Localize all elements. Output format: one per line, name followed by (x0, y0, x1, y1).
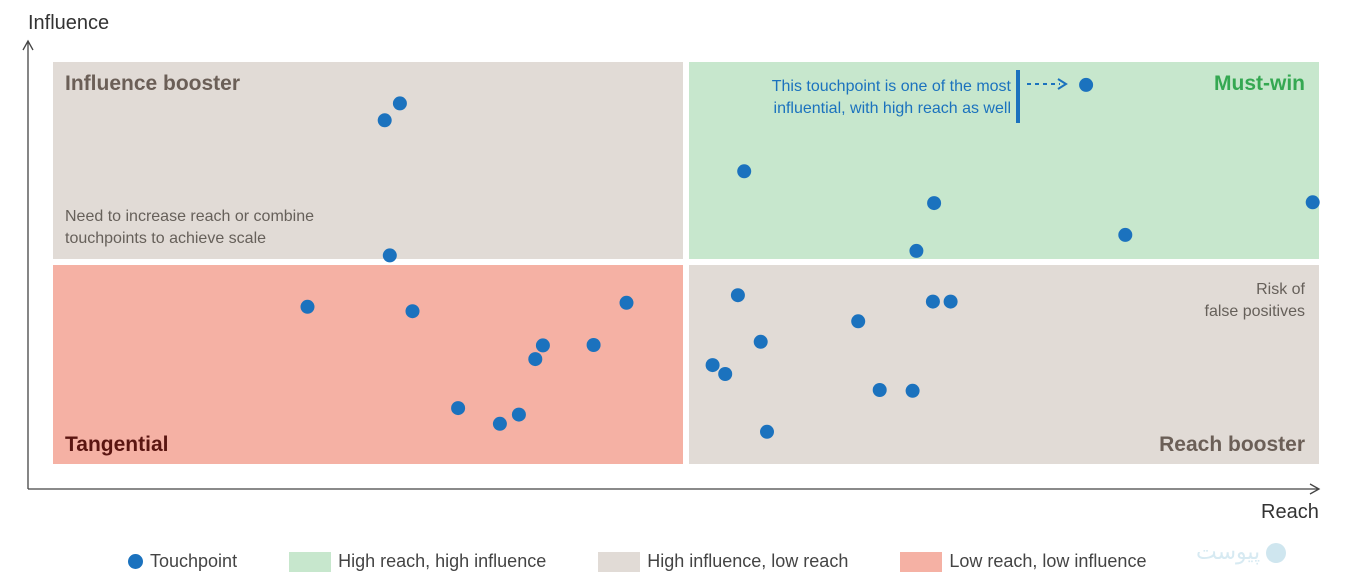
touchpoint-dot (753, 334, 768, 349)
touchpoint-dot (300, 299, 315, 314)
touchpoint-dot (1305, 195, 1320, 210)
x-axis-title: Reach (1261, 501, 1319, 523)
touchpoint-dot (586, 338, 601, 352)
quadrant-note-line: Risk of (1256, 281, 1305, 298)
touchpoint-dot (377, 113, 392, 128)
quadrant-title-must-win: Must-win (1214, 72, 1305, 95)
legend-item: Touchpoint (128, 551, 237, 572)
annotation-arrowhead-icon (1057, 78, 1068, 90)
touchpoint-dot (872, 383, 887, 397)
touchpoint-dot (718, 367, 733, 381)
touchpoint-dot (1079, 77, 1094, 92)
legend-label: High reach, high influence (338, 551, 547, 571)
quadrant-note-line: false positives (1205, 303, 1306, 320)
points (300, 77, 1320, 439)
legend-label: High influence, low reach (647, 551, 849, 571)
legend-item: Low reach, low influence (900, 551, 1146, 572)
quadrant-labels: Influence booster Need to increase reach … (65, 72, 1306, 456)
touchpoint-dot (1118, 227, 1133, 242)
touchpoint-dot (528, 352, 543, 367)
quadrant-note-line: Need to increase reach or combine (65, 208, 314, 225)
watermark-logo-icon (1266, 542, 1287, 563)
annotation-line: This touchpoint is one of the most (772, 78, 1012, 95)
touchpoint-dot (851, 314, 866, 329)
touchpoint-dot (737, 164, 752, 179)
touchpoint-dot (705, 358, 720, 373)
quadrants (53, 62, 1319, 464)
touchpoint-dot (511, 407, 526, 422)
annotation-line: influential, with high reach as well (774, 100, 1011, 117)
touchpoint-dot (619, 295, 634, 310)
touchpoint-dot (392, 96, 407, 111)
touchpoint-dot (905, 383, 920, 398)
quadrant-reach-booster (689, 265, 1319, 464)
touchpoint-dot (382, 248, 397, 263)
legend-item: High reach, high influence (289, 551, 546, 572)
touchpoint-dot (405, 304, 420, 319)
quadrant-note-line: touchpoints to achieve scale (65, 230, 266, 247)
touchpoint-dot (760, 424, 774, 439)
watermark: پیوست (1196, 540, 1287, 565)
quadrant-title-influence-booster: Influence booster (65, 72, 240, 95)
legend-label: Low reach, low influence (949, 551, 1147, 571)
legend-label: Touchpoint (150, 551, 238, 571)
quadrant-title-reach-booster: Reach booster (1159, 433, 1305, 456)
quadrant-must-win (689, 62, 1319, 259)
touchpoint-dot (943, 294, 958, 309)
quadrant-title-tangential: Tangential (65, 433, 168, 456)
touchpoint-dot (927, 196, 942, 211)
quadrant-influence-booster (53, 62, 683, 259)
x-axis-arrow-icon (1309, 483, 1321, 495)
legend-swatch (289, 551, 332, 572)
touchpoint-dot (925, 294, 940, 309)
legend: Touchpoint High reach, high influence High… (128, 551, 1198, 572)
touchpoint-dot (909, 243, 924, 258)
axes (22, 39, 1321, 495)
y-axis-arrow-icon (22, 39, 34, 51)
watermark-text: پیوست (1196, 540, 1261, 565)
touchpoint-dot (535, 338, 550, 353)
legend-swatch (598, 551, 641, 572)
touchpoint-dot (730, 288, 745, 303)
y-axis-title: Influence (28, 12, 110, 34)
touchpoint-dot (451, 401, 466, 416)
touchpoint-dot (492, 416, 507, 431)
legend-swatch (900, 551, 943, 572)
annotation: This touchpoint is one of the most influe… (772, 70, 1068, 123)
legend-dot-icon (128, 554, 143, 569)
legend-item: High influence, low reach (598, 551, 848, 572)
quadrant-tangential (53, 265, 683, 464)
